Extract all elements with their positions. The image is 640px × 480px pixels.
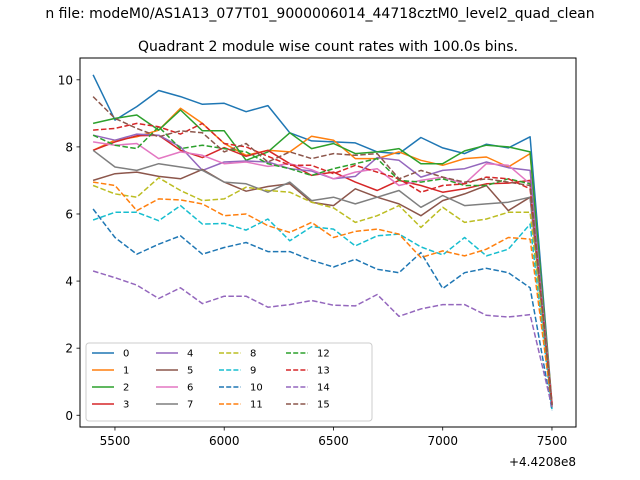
y-tick-label: 4 <box>65 275 73 289</box>
series-line-15 <box>92 96 553 406</box>
legend-label-15: 15 <box>317 400 330 411</box>
x-tick-label: 7500 <box>537 434 568 448</box>
y-tick-label: 10 <box>58 73 73 87</box>
y-axis-ticks: 0 2 4 6 8 10 <box>58 73 80 423</box>
legend-label-4: 4 <box>187 349 193 360</box>
chart-title: Quadrant 2 module wise count rates with … <box>138 39 518 55</box>
series-line-6 <box>92 141 553 406</box>
series-line-2 <box>92 109 553 406</box>
legend-label-11: 11 <box>250 400 263 411</box>
legend-label-8: 8 <box>250 349 256 360</box>
figure-suptitle: n file: modeM0/AS1A13_077T01_9000006014_… <box>45 6 594 22</box>
legend-label-1: 1 <box>123 366 129 377</box>
y-tick-label: 8 <box>65 140 73 154</box>
legend-label-12: 12 <box>317 349 330 360</box>
legend-label-9: 9 <box>250 366 256 377</box>
series-line-8 <box>92 177 553 409</box>
x-tick-label: 6000 <box>209 434 240 448</box>
y-tick-label: 6 <box>65 207 73 221</box>
series-line-5 <box>92 168 553 406</box>
legend-label-10: 10 <box>250 383 263 394</box>
legend-label-5: 5 <box>187 366 193 377</box>
legend-label-2: 2 <box>123 383 129 394</box>
x-tick-label: 5500 <box>100 434 131 448</box>
y-tick-label: 0 <box>65 409 73 423</box>
series-line-10 <box>92 208 553 411</box>
series-line-14 <box>92 270 553 408</box>
x-tick-label: 6500 <box>318 434 349 448</box>
x-tick-label: 7000 <box>427 434 458 448</box>
series-line-12 <box>92 126 553 407</box>
legend-label-13: 13 <box>317 366 330 377</box>
legend-label-7: 7 <box>187 400 193 411</box>
legend-label-14: 14 <box>317 383 330 394</box>
legend-box <box>85 342 373 422</box>
series-line-13 <box>93 122 553 404</box>
series-line-0 <box>92 74 553 404</box>
series-line-11 <box>92 181 553 407</box>
legend-label-6: 6 <box>187 383 193 394</box>
x-axis-ticks: 5500 6000 6500 7000 7500 <box>100 427 568 448</box>
series-line-7 <box>92 149 553 409</box>
x-axis-offset-label: +4.4208e8 <box>509 455 576 469</box>
legend-label-0: 0 <box>123 349 129 360</box>
plot-frame <box>79 57 577 428</box>
y-tick-label: 2 <box>65 342 73 356</box>
series-line-9 <box>92 204 553 411</box>
series-lines <box>92 74 553 411</box>
legend-label-3: 3 <box>123 400 129 411</box>
